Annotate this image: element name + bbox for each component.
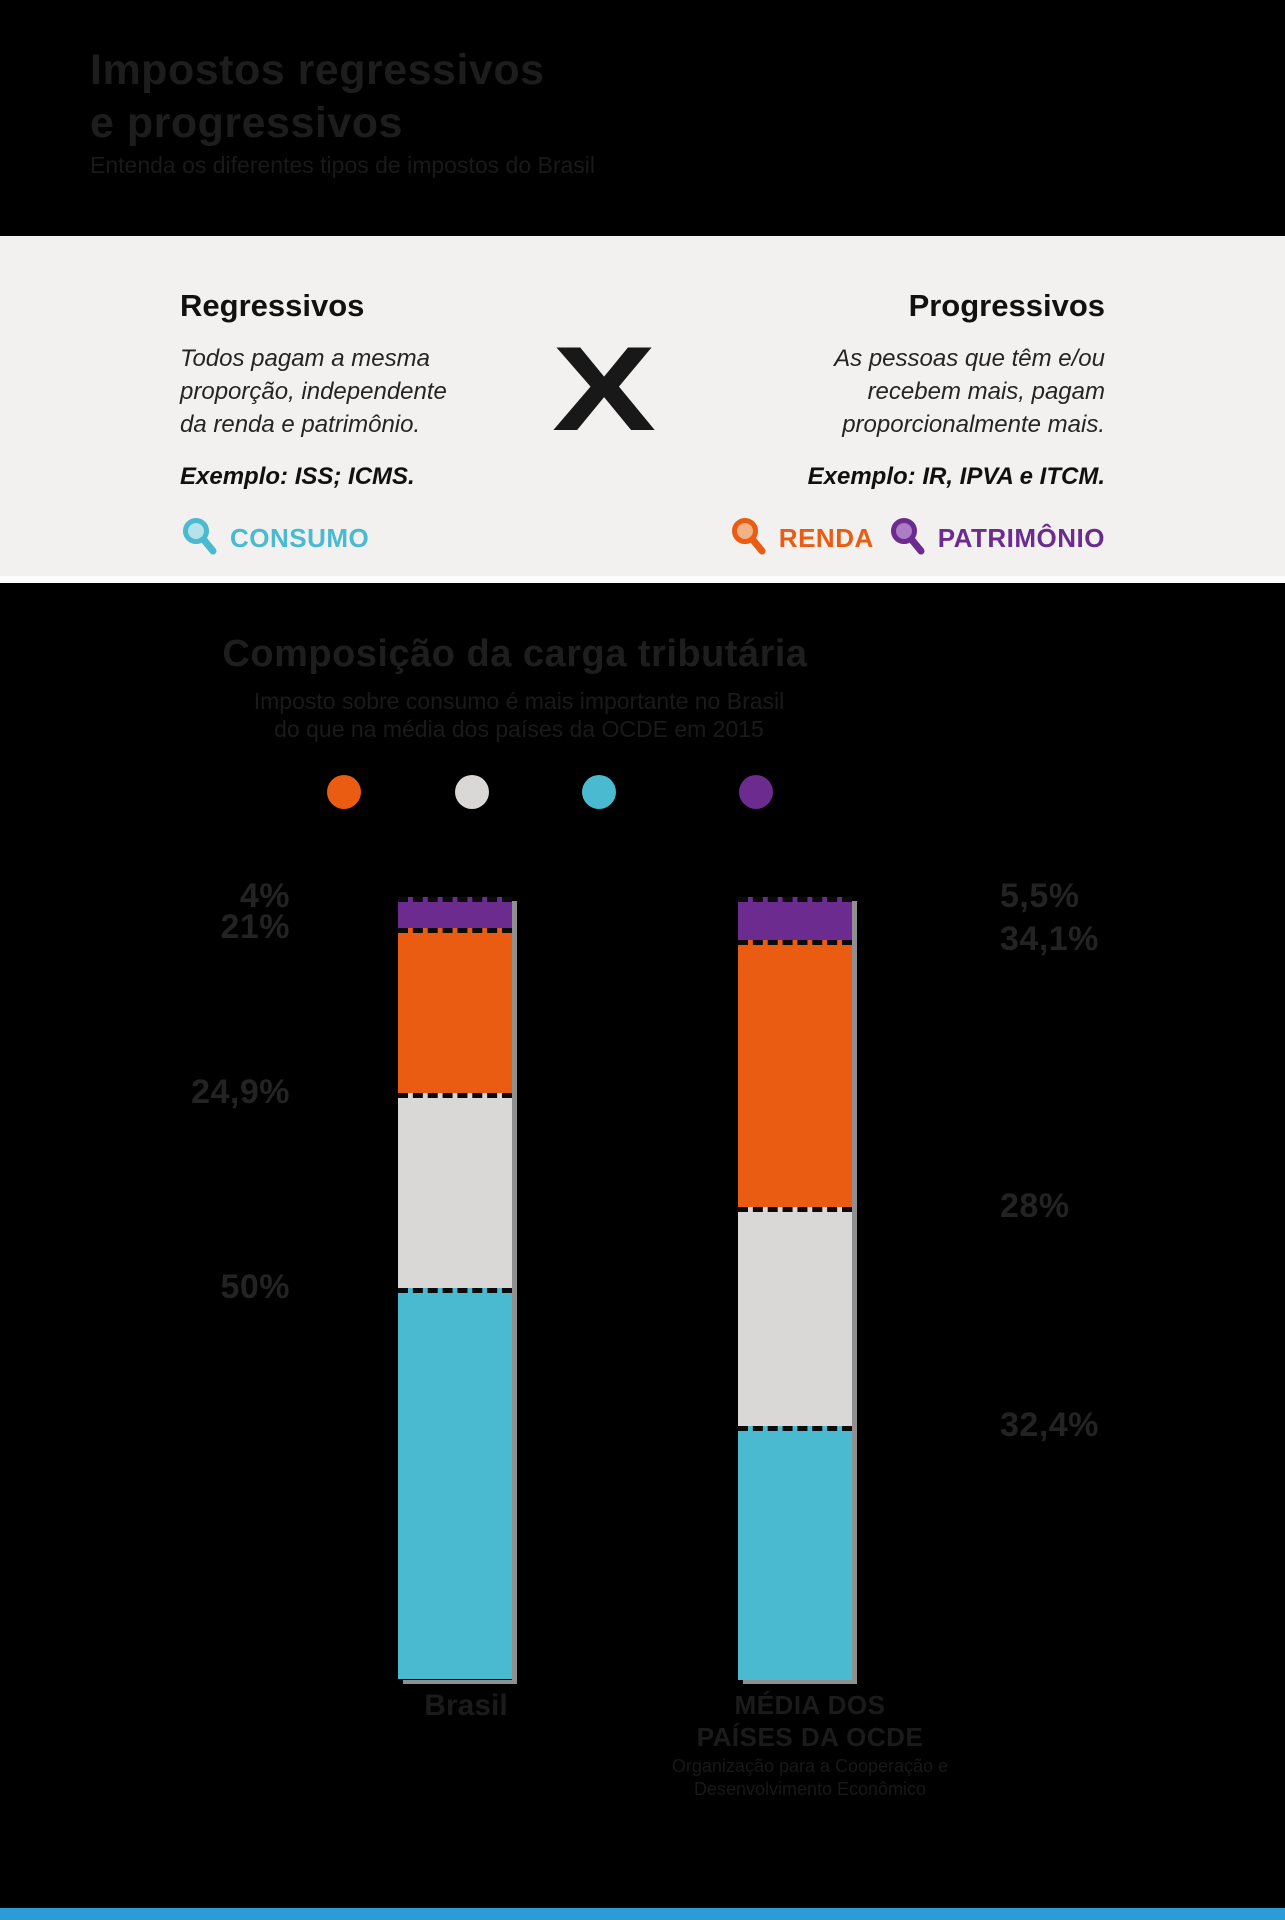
description-line: proporção, independente	[180, 378, 447, 405]
bar-brasil	[398, 897, 512, 1680]
segment-value-label-renda: 21%	[220, 908, 290, 947]
versus-x-mark: X	[552, 322, 657, 456]
chart-section: Composição da carga tributária Imposto s…	[0, 583, 1285, 1920]
chart-subtitle-line: Imposto sobre consumo é mais importante …	[253, 688, 785, 714]
regressivos-tags: CONSUMO	[180, 517, 520, 559]
bar-segment-cinza-sem-rotulo	[738, 1207, 852, 1427]
header-section: Impostos regressivos e progressivos Ente…	[0, 0, 1285, 236]
bar-segment-renda	[738, 940, 852, 1208]
bar-segment-patrimonio	[398, 897, 512, 929]
magnifier-icon-consumo	[183, 518, 217, 555]
regressivos-example: Exemplo: ISS; ICMS.	[180, 463, 415, 490]
x-label-brasil: Brasil	[424, 1689, 508, 1722]
x-label-ocde-note-line: Organização para a Cooperação e	[671, 1756, 949, 1776]
tag-consumo-label: CONSUMO	[230, 522, 370, 553]
page-title-line2: e progressivos	[90, 99, 403, 147]
regressivos-description: Todos pagam a mesma proporção, independe…	[180, 342, 520, 441]
footer-accent-bar	[0, 1908, 1285, 1920]
progressivos-tags: RENDA PATRIMÔNIO	[731, 517, 1105, 559]
progressivos-heading: Progressivos	[908, 288, 1105, 323]
segment-value-label-patrimonio: 4%	[239, 877, 290, 915]
description-line: da renda e patrimônio.	[180, 411, 421, 438]
tag-renda: RENDA	[729, 517, 874, 559]
segment-value-label-patrimonio: 5,5%	[1000, 877, 1080, 915]
regressivos-heading: Regressivos	[180, 288, 365, 323]
bar-segment-cinza-sem-rotulo	[398, 1092, 512, 1288]
segment-value-label-consumo: 32,4%	[1000, 1406, 1099, 1445]
legend-dot	[455, 775, 489, 809]
tag-renda-label: RENDA	[778, 522, 874, 553]
page-subtitle: Entenda os diferentes tipos de impostos …	[90, 152, 596, 178]
description-line: proporcionalmente mais.	[842, 411, 1105, 438]
progressivos-example: Exemplo: IR, IPVA e ITCM.	[807, 463, 1105, 490]
bar-ocde	[738, 897, 852, 1680]
segment-value-label-cinza-sem-rotulo: 24,9%	[191, 1072, 290, 1111]
legend-dot	[739, 775, 773, 809]
tag-patrimonio-label: PATRIMÔNIO	[937, 522, 1105, 553]
bar-segment-patrimonio	[738, 897, 852, 941]
progressivos-description: As pessoas que têm e/ou recebem mais, pa…	[745, 342, 1105, 441]
chart-subtitle: Imposto sobre consumo é mais importante …	[0, 687, 1038, 743]
tax-types-panel: Regressivos Todos pagam a mesma proporçã…	[0, 236, 1285, 583]
x-label-ocde-line: PAÍSES DA OCDE	[696, 1722, 924, 1752]
x-label-ocde-note: Organização para a Cooperação e Desenvol…	[610, 1755, 1010, 1801]
chart-title: Composição da carga tributária	[222, 633, 808, 675]
regressivos-block: Regressivos Todos pagam a mesma proporçã…	[180, 288, 520, 559]
bar-value-labels-brasil: 4% 21% 24,9% 50%	[60, 583, 290, 1920]
magnifier-icon-patrimonio	[890, 518, 925, 555]
x-label-ocde: MÉDIA DOS PAÍSES DA OCDE	[650, 1689, 970, 1753]
bar-segment-renda	[398, 928, 512, 1093]
magnifier-icon-renda	[731, 518, 766, 555]
page-title-line1: Impostos regressivos	[90, 46, 545, 94]
description-line: recebem mais, pagam	[867, 378, 1105, 405]
legend-dot	[582, 775, 616, 809]
chart-subtitle-line: do que na média dos países da OCDE em 20…	[274, 716, 764, 742]
tag-patrimonio: PATRIMÔNIO	[888, 517, 1105, 559]
x-label-ocde-note-line: Desenvolvimento Econômico	[693, 1779, 927, 1799]
description-line: Todos pagam a mesma	[180, 345, 430, 372]
bar-segment-consumo	[398, 1287, 512, 1680]
x-label-ocde-line: MÉDIA DOS	[734, 1690, 886, 1720]
page-title: Impostos regressivos e progressivos	[90, 44, 545, 150]
segment-value-label-cinza-sem-rotulo: 28%	[1000, 1187, 1070, 1226]
bar-value-labels-ocde: 5,5% 34,1% 28% 32,4%	[1000, 583, 1230, 1920]
progressivos-block: Progressivos As pessoas que têm e/ou rec…	[731, 288, 1105, 559]
legend-dot	[327, 775, 361, 809]
segment-value-label-consumo: 50%	[220, 1267, 290, 1306]
segment-value-label-renda: 34,1%	[1000, 920, 1099, 959]
description-line: As pessoas que têm e/ou	[834, 345, 1105, 372]
bar-segment-consumo	[738, 1426, 852, 1680]
tag-consumo: CONSUMO	[180, 517, 369, 559]
